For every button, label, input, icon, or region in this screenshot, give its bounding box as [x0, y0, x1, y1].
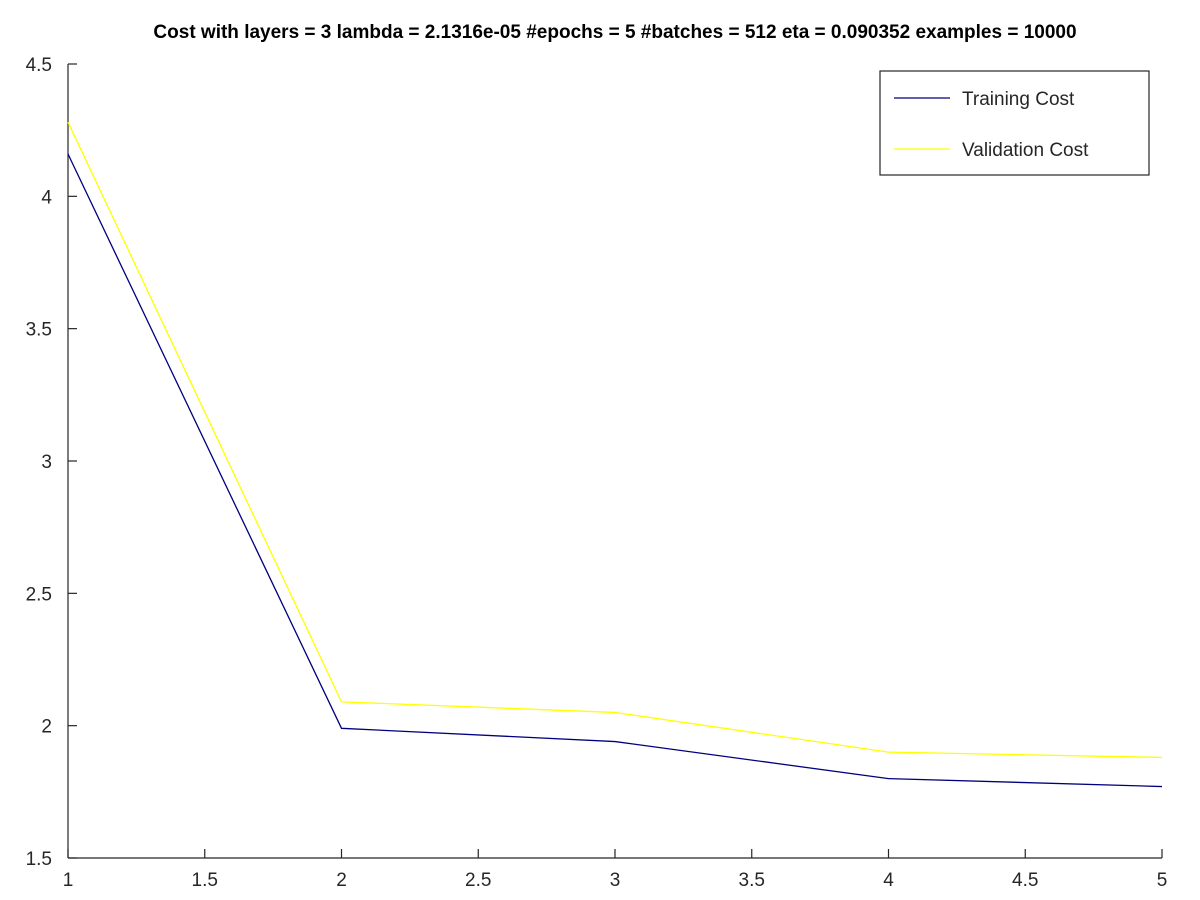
x-tick-label: 1.5	[192, 870, 218, 891]
x-tick-label: 1	[63, 870, 74, 891]
x-tick-label: 2	[336, 870, 347, 891]
legend-box	[879, 70, 1150, 176]
x-tick-label: 3	[610, 870, 621, 891]
series-lines	[67, 121, 1163, 788]
y-tick-label: 3	[41, 452, 52, 473]
plot-area	[68, 64, 1162, 858]
legend: Training Cost Validation Cost	[879, 70, 1150, 176]
y-tick-label: 3.5	[26, 320, 52, 341]
series-line-validation-cost	[67, 121, 1163, 759]
x-axis-ticks: 1 1.5 2 2.5 3 3.5 4 4.5 5	[63, 849, 1168, 891]
x-tick-label: 2.5	[465, 870, 491, 891]
y-tick-label: 2.5	[26, 584, 52, 605]
x-tick-label: 5	[1157, 870, 1168, 891]
x-tick-label: 4.5	[1012, 870, 1038, 891]
legend-label: Validation Cost	[962, 140, 1089, 161]
x-tick-label: 4	[883, 870, 894, 891]
y-tick-label: 4	[41, 187, 52, 208]
legend-label: Training Cost	[962, 89, 1075, 110]
y-tick-label: 2	[41, 717, 52, 738]
chart-title: Cost with layers = 3 lambda = 2.1316e-05…	[153, 22, 1076, 43]
series-line-training-cost	[67, 153, 1163, 788]
y-axis-ticks: 1.5 2 2.5 3 3.5 4 4.5	[26, 55, 77, 870]
y-tick-label: 1.5	[26, 849, 52, 870]
y-tick-label: 4.5	[26, 55, 52, 76]
x-tick-label: 3.5	[739, 870, 765, 891]
